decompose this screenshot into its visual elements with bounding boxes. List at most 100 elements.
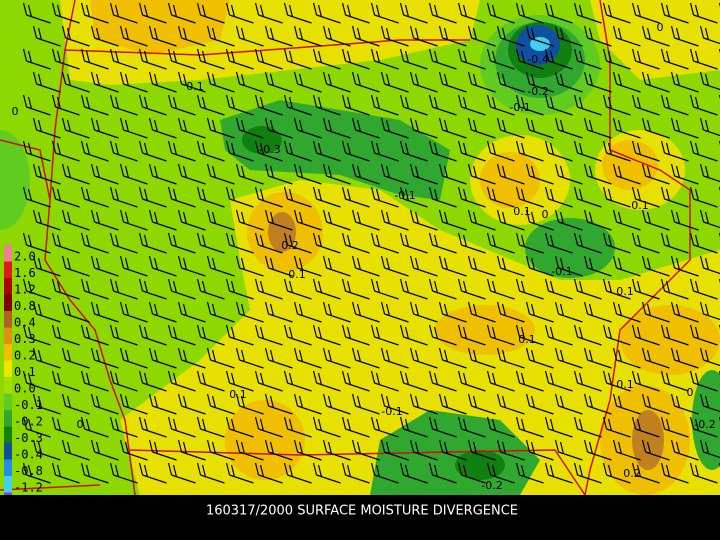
wind-barb — [90, 117, 119, 139]
wind-barb — [515, 94, 544, 116]
wind-barb — [602, 48, 631, 70]
legend-swatch — [4, 261, 12, 278]
wind-barb — [351, 163, 380, 185]
wind-barb — [167, 324, 196, 346]
contour-label: 0 — [542, 208, 549, 221]
wind-barb — [428, 2, 457, 24]
wind-barb — [515, 324, 544, 346]
wind-barb — [399, 370, 428, 392]
wind-barb — [689, 370, 718, 392]
wind-barb — [322, 439, 351, 461]
contour-label: 0.1 — [288, 268, 306, 281]
legend-swatch — [4, 311, 12, 328]
wind-barb — [380, 117, 409, 139]
wind-barb — [438, 439, 467, 461]
wind-barb — [438, 117, 467, 139]
wind-barb — [138, 94, 167, 116]
wind-barb — [496, 439, 525, 461]
legend-swatch — [4, 377, 12, 394]
wind-barb — [148, 255, 177, 277]
legend-label: 0.4 — [14, 316, 36, 330]
wind-barb — [61, 209, 90, 231]
wind-barb — [399, 186, 428, 208]
wind-barb — [515, 48, 544, 70]
wind-barb — [438, 209, 467, 231]
wind-barb — [486, 278, 515, 300]
wind-barb — [51, 232, 80, 254]
wind-barb — [119, 25, 148, 47]
wind-barb — [544, 370, 573, 392]
wind-barb — [206, 71, 235, 93]
wind-barb — [61, 25, 90, 47]
wind-barb — [61, 117, 90, 139]
wind-barb — [148, 393, 177, 415]
wind-barb — [641, 255, 670, 277]
contour-label: -0.2 — [527, 85, 548, 98]
wind-barb — [341, 370, 370, 392]
wind-barb — [61, 439, 90, 461]
wind-barb — [254, 186, 283, 208]
wind-barb — [206, 347, 235, 369]
wind-barb — [177, 347, 206, 369]
wind-barb — [641, 393, 670, 415]
wind-barb — [341, 462, 370, 484]
wind-barb — [699, 209, 720, 229]
wind-barb — [612, 439, 641, 461]
wind-barb — [254, 140, 283, 162]
wind-barb — [177, 255, 206, 277]
wind-barb — [148, 163, 177, 185]
wind-barb — [225, 2, 254, 24]
wind-barb — [380, 163, 409, 185]
wind-barb — [22, 140, 51, 162]
wind-barb — [699, 255, 720, 275]
wind-barb — [32, 209, 61, 231]
wind-barb — [119, 255, 148, 277]
wind-barb — [525, 163, 554, 185]
wind-barb — [341, 278, 370, 300]
wind-barb — [341, 2, 370, 24]
wind-barb — [22, 416, 51, 438]
wind-barb — [148, 209, 177, 231]
contour-label: -0.1 — [394, 189, 415, 202]
wind-barb — [312, 324, 341, 346]
wind-barb — [486, 370, 515, 392]
wind-barb — [699, 347, 720, 367]
wind-barb — [428, 140, 457, 162]
wind-barb — [602, 2, 631, 24]
wind-barb — [370, 278, 399, 300]
wind-barb — [670, 347, 699, 369]
wind-barb — [80, 370, 109, 392]
contour-label: 0.2 — [281, 239, 299, 252]
wind-barb — [631, 140, 660, 162]
wind-barb — [196, 416, 225, 438]
legend-swatch — [4, 360, 12, 377]
contour-label: 0.1 — [616, 285, 634, 298]
wind-barb — [399, 232, 428, 254]
wind-barb — [206, 117, 235, 139]
wind-barb — [689, 278, 718, 300]
wind-barb — [544, 2, 573, 24]
wind-barb — [235, 301, 264, 323]
wind-barb — [138, 416, 167, 438]
wind-barb — [32, 25, 61, 47]
legend-label: -0.3 — [14, 431, 43, 445]
wind-barb — [341, 48, 370, 70]
wind-barb — [554, 163, 583, 185]
wind-barb — [699, 301, 720, 321]
wind-barb — [225, 462, 254, 484]
wind-barb — [428, 94, 457, 116]
wind-barb — [409, 393, 438, 415]
wind-barb — [486, 232, 515, 254]
wind-barb — [370, 370, 399, 392]
wind-barb — [312, 94, 341, 116]
wind-barb — [409, 25, 438, 47]
wind-barb — [602, 140, 631, 162]
wind-barb — [544, 462, 573, 484]
wind-barb — [283, 94, 312, 116]
legend-swatch — [4, 443, 12, 460]
wind-barb — [341, 232, 370, 254]
legend-label: 0.0 — [14, 382, 36, 396]
wind-barb — [602, 232, 631, 254]
wind-barb — [660, 416, 689, 438]
wind-barb — [254, 94, 283, 116]
